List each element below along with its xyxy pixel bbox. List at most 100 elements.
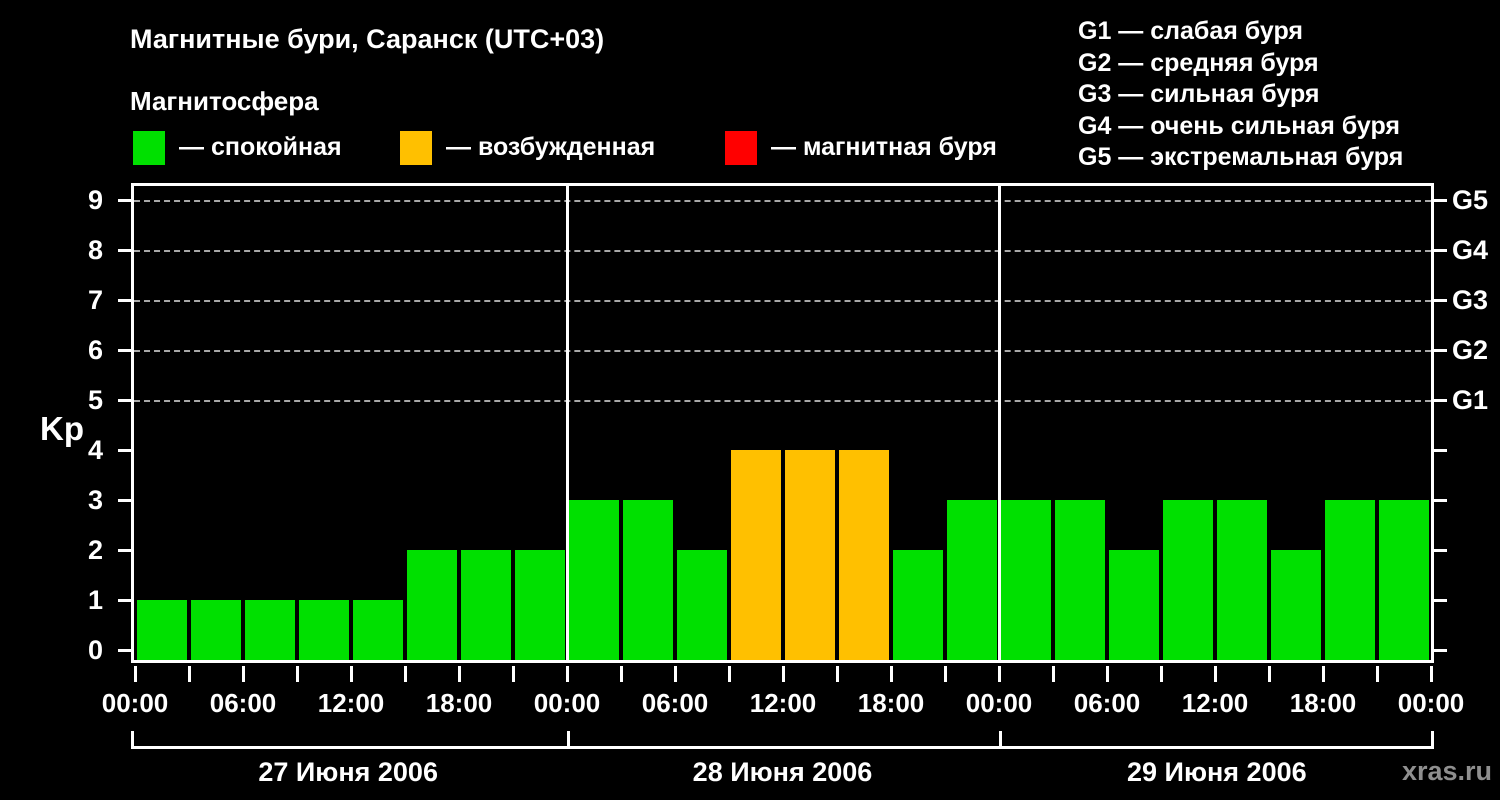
day-separator bbox=[566, 186, 569, 660]
x-axis-tick bbox=[1322, 666, 1325, 682]
g-axis-label-g4: G4 bbox=[1452, 235, 1489, 265]
y-axis-label-3: 3 bbox=[87, 485, 103, 515]
x-axis-time-label: 12:00 bbox=[1181, 688, 1249, 718]
kp-bar bbox=[1379, 500, 1429, 660]
excited-color-swatch bbox=[400, 131, 432, 165]
g-axis-label-g2: G2 bbox=[1452, 335, 1489, 365]
legend: — спокойная — возбужденная — магнитная бур… bbox=[0, 130, 1060, 170]
y-axis-tick-right bbox=[1434, 449, 1447, 452]
y-axis-label-8: 8 bbox=[87, 235, 103, 265]
day-separator bbox=[998, 186, 1001, 660]
x-axis-time-label: 18:00 bbox=[857, 688, 925, 718]
gridline-kp-9 bbox=[134, 200, 1431, 202]
y-axis-tick-right bbox=[1434, 649, 1447, 652]
x-axis-time-label: 06:00 bbox=[209, 688, 277, 718]
x-axis-tick bbox=[404, 666, 407, 682]
x-axis-tick bbox=[188, 666, 191, 682]
g-legend-line-g5: G5 — экстремальная буря bbox=[1078, 143, 1404, 172]
x-axis-tick bbox=[242, 666, 245, 682]
kp-bar bbox=[299, 600, 349, 660]
y-axis-tick-right bbox=[1434, 549, 1447, 552]
kp-bar bbox=[407, 550, 457, 660]
kp-bar bbox=[461, 550, 511, 660]
x-axis-tick bbox=[458, 666, 461, 682]
kp-bar bbox=[731, 450, 781, 660]
chart-title: Магнитные бури, Саранск (UTC+03) bbox=[130, 24, 605, 54]
x-axis-tick bbox=[782, 666, 785, 682]
kp-bar bbox=[1055, 500, 1105, 660]
x-axis-tick bbox=[620, 666, 623, 682]
kp-bar bbox=[893, 550, 943, 660]
y-axis-title: Kp bbox=[40, 410, 84, 447]
kp-bar bbox=[1163, 500, 1213, 660]
kp-bar bbox=[785, 450, 835, 660]
date-bracket-tick bbox=[131, 731, 134, 747]
x-axis-tick bbox=[566, 666, 569, 682]
y-axis-tick-left bbox=[118, 399, 131, 402]
kp-bar bbox=[191, 600, 241, 660]
plot-area bbox=[131, 183, 1434, 663]
y-axis-label-6: 6 bbox=[87, 335, 103, 365]
gridline-kp-7 bbox=[134, 300, 1431, 302]
kp-bar bbox=[137, 600, 187, 660]
y-axis-tick-right bbox=[1434, 499, 1447, 502]
x-axis-time-label: 12:00 bbox=[317, 688, 385, 718]
y-axis-label-7: 7 bbox=[87, 285, 103, 315]
y-axis-label-5: 5 bbox=[87, 385, 103, 415]
x-axis-tick bbox=[512, 666, 515, 682]
y-axis-label-9: 9 bbox=[87, 185, 103, 215]
kp-bar bbox=[677, 550, 727, 660]
y-axis-tick-right bbox=[1434, 199, 1447, 202]
legend-label-quiet: — спокойная bbox=[179, 133, 342, 161]
x-axis-time-label: 00:00 bbox=[1397, 688, 1465, 718]
date-label: 29 Июня 2006 bbox=[1127, 757, 1307, 787]
date-label: 28 Июня 2006 bbox=[692, 757, 873, 787]
x-axis-tick bbox=[1430, 666, 1433, 682]
kp-bar bbox=[623, 500, 673, 660]
kp-bar bbox=[839, 450, 889, 660]
x-axis-tick bbox=[728, 666, 731, 682]
watermark: xras.ru bbox=[1401, 756, 1492, 786]
x-axis-time-label: 18:00 bbox=[425, 688, 493, 718]
y-axis-label-1: 1 bbox=[87, 585, 103, 615]
date-label: 27 Июня 2006 bbox=[258, 757, 438, 787]
kp-bar bbox=[1109, 550, 1159, 660]
kp-bar bbox=[515, 550, 565, 660]
y-axis-tick-right bbox=[1434, 249, 1447, 252]
date-bracket-tick bbox=[1431, 731, 1434, 747]
date-bracket-tick bbox=[999, 731, 1002, 747]
x-axis-time-label: 00:00 bbox=[965, 688, 1033, 718]
g-axis-label-g3: G3 bbox=[1452, 285, 1489, 315]
kp-bar bbox=[1271, 550, 1321, 660]
kp-bar bbox=[1001, 500, 1051, 660]
x-axis-tick bbox=[1160, 666, 1163, 682]
y-axis-tick-right bbox=[1434, 599, 1447, 602]
y-axis-label-2: 2 bbox=[87, 535, 103, 565]
quiet-color-swatch bbox=[133, 131, 165, 165]
kp-bar bbox=[569, 500, 619, 660]
x-axis-time-label: 00:00 bbox=[533, 688, 601, 718]
gridline-kp-8 bbox=[134, 250, 1431, 252]
x-axis-tick bbox=[1106, 666, 1109, 682]
legend-label-excited: — возбужденная bbox=[446, 133, 656, 161]
x-axis-tick bbox=[296, 666, 299, 682]
kp-bar bbox=[947, 500, 997, 660]
y-axis-label-0: 0 bbox=[87, 635, 103, 665]
x-axis-tick bbox=[1376, 666, 1379, 682]
x-axis-time-label: 12:00 bbox=[749, 688, 817, 718]
y-axis-tick-left bbox=[118, 599, 131, 602]
x-axis-tick bbox=[998, 666, 1001, 682]
y-axis-tick-left bbox=[118, 649, 131, 652]
g-legend-line-g3: G3 — сильная буря bbox=[1078, 80, 1320, 109]
x-axis-tick bbox=[890, 666, 893, 682]
g-legend-line-g2: G2 — средняя буря bbox=[1078, 48, 1319, 77]
y-axis-tick-left bbox=[118, 299, 131, 302]
gridline-kp-6 bbox=[134, 350, 1431, 352]
y-axis-tick-left bbox=[118, 349, 131, 352]
magnetosphere-label: Магнитосфера bbox=[130, 86, 319, 116]
x-axis-tick bbox=[944, 666, 947, 682]
storm-color-swatch bbox=[725, 131, 757, 165]
y-axis-tick-left bbox=[118, 549, 131, 552]
y-axis-tick-right bbox=[1434, 349, 1447, 352]
